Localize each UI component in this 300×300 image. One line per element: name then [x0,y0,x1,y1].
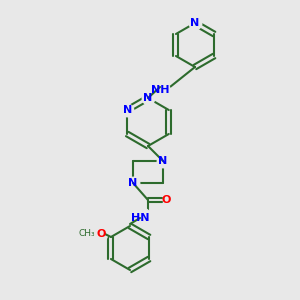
Text: O: O [161,195,171,205]
Text: HN: HN [131,213,149,223]
Text: N: N [158,156,168,166]
Text: N: N [123,105,132,115]
Text: N: N [143,93,153,103]
Text: N: N [128,178,138,188]
Text: O: O [96,229,106,239]
Text: CH₃: CH₃ [78,230,95,238]
Text: NH: NH [151,85,169,95]
Text: N: N [190,18,200,28]
